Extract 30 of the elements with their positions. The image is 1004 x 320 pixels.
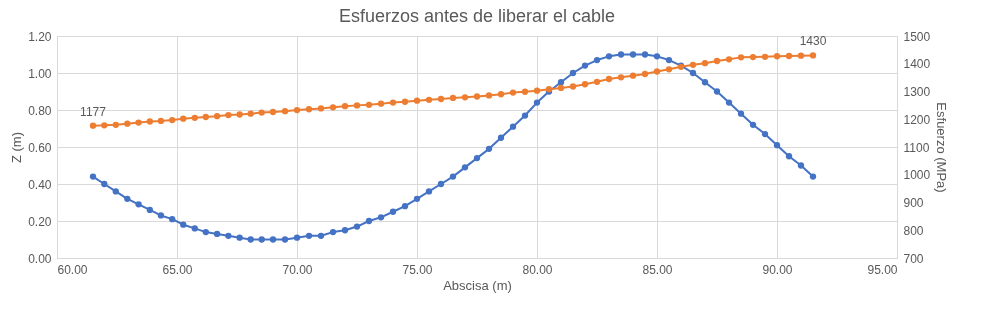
y-tick-label: 1.00 xyxy=(28,66,52,81)
y-tick-label: 0.60 xyxy=(28,140,52,155)
y2-tick-label: 1400 xyxy=(903,57,931,72)
x-tick-label: 80.00 xyxy=(522,262,553,277)
x-tick-label: 85.00 xyxy=(642,262,673,277)
data-label: 1430 xyxy=(799,34,827,49)
y2-tick-label: 800 xyxy=(903,223,924,238)
x-axis-title: Abscisa (m) xyxy=(443,277,512,293)
y2-tick-label: 1100 xyxy=(903,140,930,155)
y-tick-label: 0.80 xyxy=(28,103,52,118)
y2-tick-label: 900 xyxy=(903,196,924,210)
y-tick-label: 0.00 xyxy=(28,251,52,266)
y2-tick-label: 700 xyxy=(903,251,924,266)
data-label: 1177 xyxy=(80,104,107,119)
x-tick-label: 90.00 xyxy=(762,262,793,277)
y2-tick-label: 1200 xyxy=(903,112,931,127)
y-tick-label: 0.40 xyxy=(28,177,52,192)
y-tick-label: 1.20 xyxy=(28,29,52,44)
x-tick-label: 65.00 xyxy=(162,262,193,277)
y2-tick-label: 1500 xyxy=(903,29,931,44)
x-tick-label: 95.00 xyxy=(867,262,898,277)
y-axis-title: Z (m) xyxy=(9,131,25,164)
x-tick-label: 70.00 xyxy=(282,262,313,277)
chart-title: Esfuerzos antes de liberar el cable xyxy=(338,6,616,26)
y2-tick-label: 1000 xyxy=(903,168,931,183)
x-tick-label: 75.00 xyxy=(402,262,433,277)
y2-tick-label: 1300 xyxy=(903,85,931,99)
y2-axis-title: Esfuerzo (MPa) xyxy=(934,102,950,193)
y-tick-label: 0.20 xyxy=(28,214,52,229)
x-tick-label: 60.00 xyxy=(57,262,88,277)
